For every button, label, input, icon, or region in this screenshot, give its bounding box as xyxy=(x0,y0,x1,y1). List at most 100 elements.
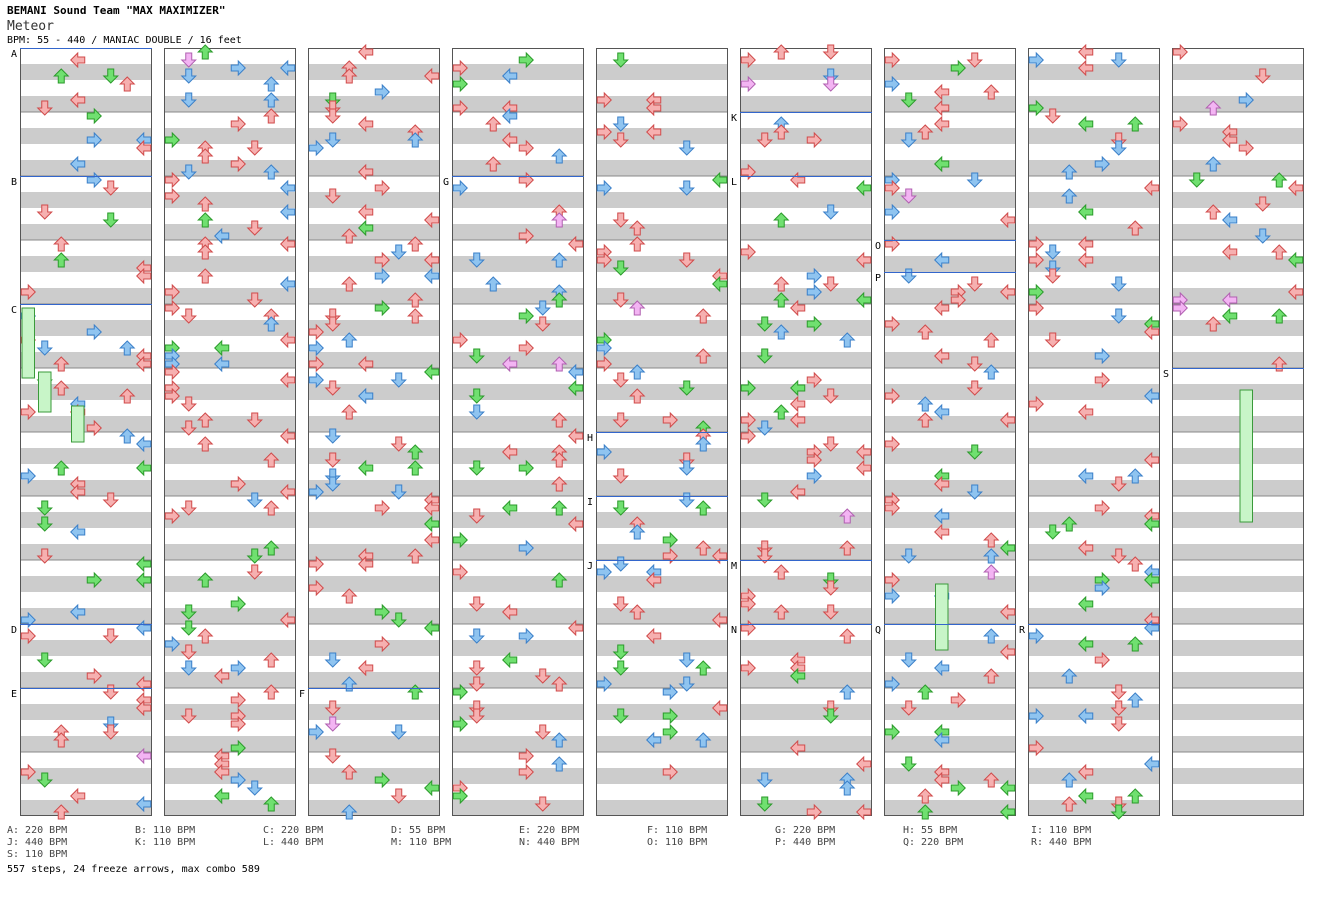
bpm-legend-item: A: 220 BPM xyxy=(7,825,68,836)
beat-band xyxy=(596,368,728,384)
beat-band xyxy=(1172,256,1304,272)
beat-band xyxy=(1028,480,1160,496)
beat-band xyxy=(1172,512,1304,528)
beat-band xyxy=(20,224,152,240)
bpm-legend-item: C: 220 BPM xyxy=(263,825,324,836)
step-arrow xyxy=(36,500,53,516)
beat-band xyxy=(20,736,152,752)
step-arrow xyxy=(1094,347,1110,365)
beat-band xyxy=(164,304,296,320)
step-arrow xyxy=(468,660,485,676)
step-arrow xyxy=(263,92,280,108)
step-arrow xyxy=(612,660,629,676)
step-arrow xyxy=(214,667,230,685)
beat-band xyxy=(164,656,296,672)
step-arrow xyxy=(773,212,790,228)
bpm-marker-label: M xyxy=(731,561,737,572)
beat-band xyxy=(884,544,1016,560)
beat-band xyxy=(596,704,728,720)
bpm-marker-label: R xyxy=(1019,625,1026,636)
beat-band xyxy=(1172,672,1304,688)
step-arrow xyxy=(695,348,712,364)
step-arrow xyxy=(308,323,324,341)
step-arrow xyxy=(424,779,440,797)
step-arrow xyxy=(70,51,86,69)
step-arrow xyxy=(280,611,296,629)
step-arrow xyxy=(1061,188,1078,204)
step-arrow xyxy=(934,403,950,421)
beat-band xyxy=(1172,208,1304,224)
beat-band xyxy=(452,256,584,272)
step-arrow xyxy=(856,459,872,477)
beat-band xyxy=(740,752,872,768)
step-arrow xyxy=(502,107,518,125)
step-arrow xyxy=(485,116,502,132)
step-arrow xyxy=(119,76,136,92)
beat-band xyxy=(596,688,728,704)
beat-band xyxy=(164,224,296,240)
step-arrow xyxy=(740,243,756,261)
step-arrow xyxy=(646,571,662,589)
step-arrow xyxy=(678,252,695,268)
step-arrow xyxy=(1028,99,1044,117)
step-arrow xyxy=(695,436,712,452)
step-arrow xyxy=(983,668,1000,684)
step-arrow xyxy=(119,388,136,404)
step-arrow xyxy=(1061,516,1078,532)
step-arrow xyxy=(551,476,568,492)
step-arrow xyxy=(468,388,485,404)
step-arrow xyxy=(568,427,584,445)
beat-band xyxy=(884,96,1016,112)
step-arrow xyxy=(1028,395,1044,413)
beat-band xyxy=(884,208,1016,224)
step-arrow xyxy=(263,540,280,556)
step-arrow xyxy=(1078,763,1094,781)
beat-band xyxy=(596,576,728,592)
beat-band xyxy=(884,400,1016,416)
step-arrow xyxy=(230,475,246,493)
beat-band xyxy=(1172,352,1304,368)
step-arrow xyxy=(646,627,662,645)
step-arrow xyxy=(983,628,1000,644)
step-arrow xyxy=(230,691,246,709)
beat-band xyxy=(20,624,152,640)
step-arrow xyxy=(36,204,53,220)
step-arrow xyxy=(773,324,790,340)
step-arrow xyxy=(246,220,263,236)
step-arrow xyxy=(806,803,822,820)
step-arrow xyxy=(180,660,197,676)
step-arrow xyxy=(136,675,152,693)
step-arrow xyxy=(53,380,70,396)
beat-band xyxy=(1028,592,1160,608)
beat-band xyxy=(596,384,728,400)
step-arrow xyxy=(900,188,917,204)
step-arrow xyxy=(468,252,485,268)
step-arrow xyxy=(246,548,263,564)
beat-band xyxy=(740,480,872,496)
step-arrow xyxy=(518,227,534,245)
beat-band xyxy=(20,144,152,160)
step-arrow xyxy=(407,444,424,460)
step-arrow xyxy=(1000,803,1016,820)
beat-band xyxy=(596,64,728,80)
step-arrow xyxy=(180,396,197,412)
step-arrow xyxy=(740,659,756,677)
step-arrow xyxy=(695,732,712,748)
beat-band xyxy=(740,736,872,752)
beat-band xyxy=(1028,688,1160,704)
step-arrow xyxy=(773,44,790,60)
step-arrow xyxy=(612,468,629,484)
step-arrow xyxy=(280,235,296,253)
step-arrow xyxy=(390,724,407,740)
step-arrow xyxy=(839,332,856,348)
step-arrow xyxy=(180,68,197,84)
beat-band xyxy=(740,80,872,96)
beat-band xyxy=(884,512,1016,528)
beat-band xyxy=(164,416,296,432)
step-arrow xyxy=(1127,556,1144,572)
beat-band xyxy=(884,800,1016,816)
step-arrow xyxy=(324,476,341,492)
step-arrow xyxy=(1078,539,1094,557)
step-arrow xyxy=(1205,100,1222,116)
step-arrow xyxy=(1094,651,1110,669)
